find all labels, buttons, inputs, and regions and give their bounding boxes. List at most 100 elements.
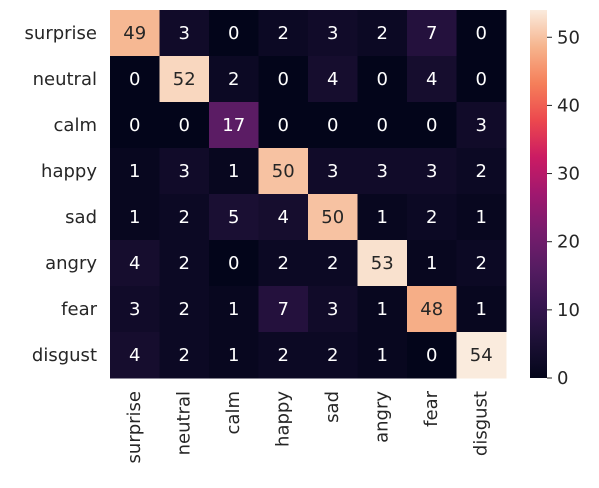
cell-value-label: 0 [476,23,487,44]
cell-value-label: 2 [179,299,190,320]
heatmap-cell [456,10,507,57]
cell-value-label: 1 [476,299,487,320]
x-tick-label: surprise [124,391,145,463]
heatmap-cell [159,194,210,241]
cell-value-label: 0 [278,115,289,136]
cell-value-label: 2 [278,345,289,366]
cell-value-label: 1 [476,207,487,228]
cell-value-label: 1 [377,207,388,228]
heatmap-cell-labels: 49 3 0 2 3 2 7 00 52 2 0 4 0 4 00 0 17 0 0 0 0 31 3 1 50 3 3 3 21 2 5 4… [123,23,492,366]
colorbar-tick-label: 20 [557,232,580,253]
cell-value-label: 0 [129,69,140,90]
heatmap-cell [258,332,309,379]
heatmap-cell [209,148,259,195]
heatmap-cell [456,194,507,241]
x-tick-label: disgust [470,391,491,456]
x-tick-label: calm [223,391,244,434]
heatmap-cell [357,148,408,195]
heatmap-cell [308,10,358,57]
heatmap-cell [209,240,259,287]
heatmap-cell [258,102,309,149]
heatmap-cell [456,102,507,149]
cell-value-label: 0 [327,115,338,136]
heatmap-cell [159,240,210,287]
heatmap-cell [209,332,259,379]
cell-value-label: 1 [129,207,140,228]
cell-value-label: 50 [272,161,295,182]
heatmap-cell [110,194,160,241]
heatmap-cell [110,102,160,149]
heatmap-cell [258,56,309,103]
cell-value-label: 3 [327,161,338,182]
y-tick-label: neutral [33,69,97,90]
heatmap-cell [308,148,358,195]
colorbar-tick-label: 0 [557,368,568,389]
heatmap-cell [357,56,408,103]
cell-value-label: 50 [321,207,344,228]
y-tick-label: calm [54,115,97,136]
heatmap-cell [209,102,259,149]
heatmap-cell [308,102,358,149]
cell-value-label: 4 [278,207,289,228]
heatmap-cell [110,286,160,333]
cell-value-label: 0 [278,69,289,90]
cell-value-label: 3 [179,23,190,44]
x-tick-label: happy [272,391,293,447]
heatmap-cell [456,286,507,333]
cell-value-label: 3 [179,161,190,182]
cell-value-label: 2 [327,253,338,274]
heatmap-cell [407,194,457,241]
heatmap-cell [308,332,358,379]
cell-value-label: 0 [426,345,437,366]
heatmap-cell [209,286,259,333]
heatmap-cell [407,102,457,149]
cell-value-label: 2 [426,207,437,228]
cell-value-label: 0 [377,69,388,90]
heatmap-cell [110,56,160,103]
heatmap-cell [407,286,457,333]
cell-value-label: 1 [129,161,140,182]
cell-value-label: 2 [377,23,388,44]
heatmap-cell [308,240,358,287]
cell-value-label: 0 [377,115,388,136]
cell-value-label: 2 [476,253,487,274]
cell-value-label: 4 [426,69,437,90]
cell-value-label: 0 [228,23,239,44]
heatmap-cell [258,286,309,333]
heatmap-cell [110,148,160,195]
cell-value-label: 1 [228,161,239,182]
cell-value-label: 17 [222,115,245,136]
cell-value-label: 3 [476,115,487,136]
x-tick-label: angry [371,391,392,443]
cell-value-label: 5 [228,207,239,228]
cell-value-label: 53 [371,253,394,274]
cell-value-label: 2 [476,161,487,182]
cell-value-label: 1 [377,299,388,320]
heatmap-cell [357,240,408,287]
colorbar-tick-label: 40 [557,95,580,116]
heatmap-cell [407,332,457,379]
cell-value-label: 54 [470,345,493,366]
heatmap-cell [159,148,210,195]
heatmap-cell [209,56,259,103]
cell-value-label: 0 [129,115,140,136]
heatmap-cell [159,10,210,57]
heatmap-cell [456,332,507,379]
heatmap-cell [308,286,358,333]
heatmap-cell [209,194,259,241]
y-tick-label: disgust [32,345,97,366]
cell-value-label: 3 [129,299,140,320]
cell-value-label: 2 [278,253,289,274]
cell-value-label: 2 [278,23,289,44]
cell-value-label: 0 [179,115,190,136]
heatmap-cell [357,10,408,57]
heatmap-cell [456,240,507,287]
cell-value-label: 7 [426,23,437,44]
cell-value-label: 3 [377,161,388,182]
heatmap-cell [258,10,309,57]
heatmap-cell [407,56,457,103]
cell-value-label: 2 [327,345,338,366]
cell-value-label: 3 [327,299,338,320]
cell-value-label: 2 [228,69,239,90]
cell-value-label: 1 [426,253,437,274]
